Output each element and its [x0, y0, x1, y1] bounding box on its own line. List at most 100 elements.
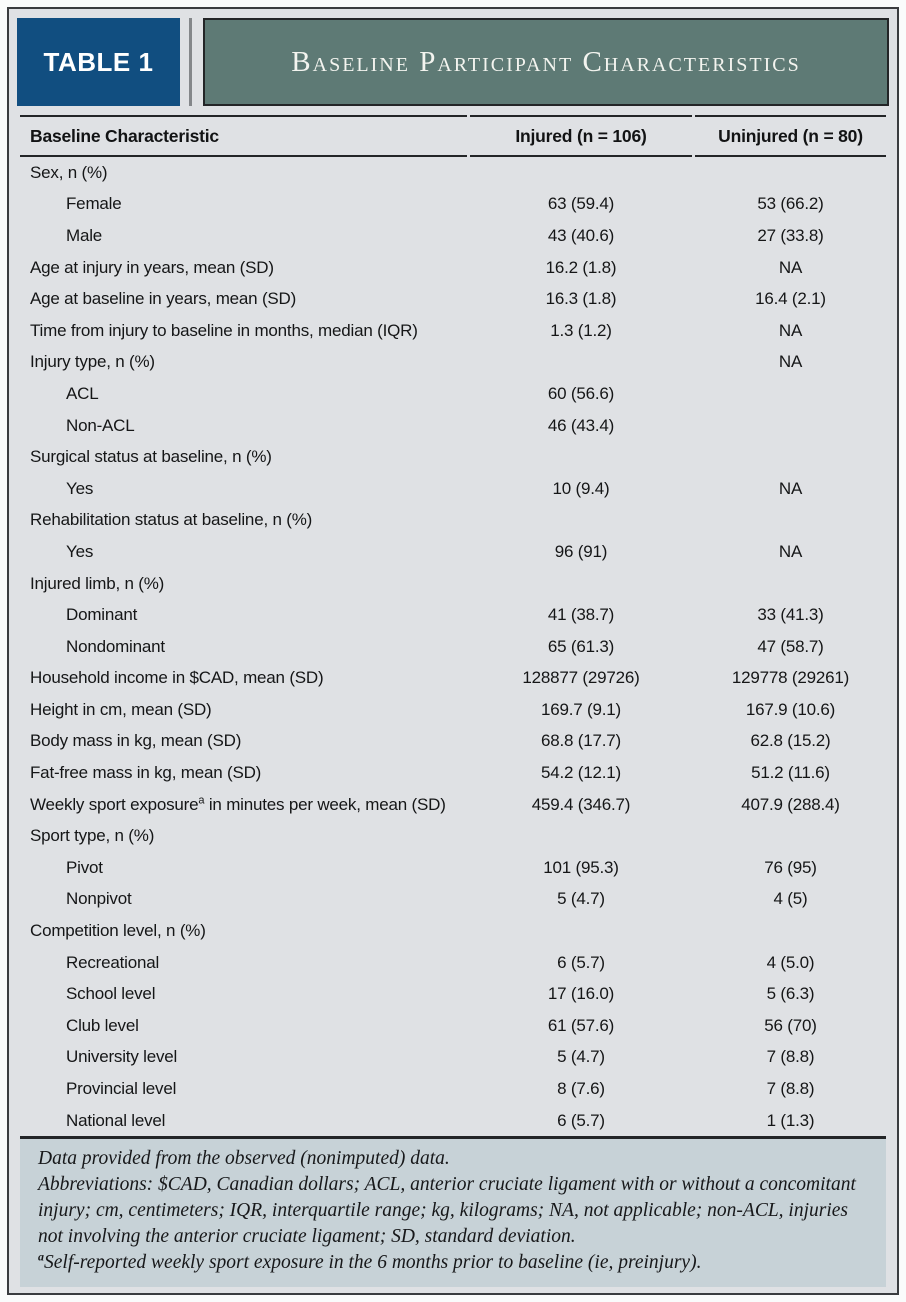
table-row: Injury type, n (%) NA	[20, 347, 886, 379]
row-label: Non-ACL	[66, 415, 135, 435]
uninjured-value: 5 (6.3)	[766, 984, 815, 1004]
table-row: University level 5 (4.7) 7 (8.8)	[20, 1042, 886, 1074]
uninjured-value: 129778 (29261)	[731, 668, 850, 688]
injured-value: 63 (59.4)	[547, 194, 615, 214]
table-row: Male 43 (40.6) 27 (33.8)	[20, 220, 886, 252]
table-row: ACL 60 (56.6)	[20, 378, 886, 410]
footnote-superscript-a: a	[38, 1249, 44, 1264]
uninjured-value: NA	[778, 257, 803, 277]
row-label: Nondominant	[66, 636, 165, 656]
table-title-bar: Baseline Participant Characteristics	[203, 18, 889, 106]
injured-value: 6 (5.7)	[557, 1110, 605, 1130]
injured-value: 8 (7.6)	[557, 1079, 605, 1099]
uninjured-value: 53 (66.2)	[757, 194, 824, 214]
row-label: Provincial level	[66, 1079, 177, 1099]
header-divider	[189, 18, 192, 106]
uninjured-value: 56 (70)	[764, 1015, 817, 1035]
table-header-row: Baseline Characteristic Injured (n = 106…	[20, 117, 886, 155]
row-label: Injured limb, n (%)	[30, 573, 165, 593]
uninjured-value: 27 (33.8)	[757, 225, 824, 245]
uninjured-value: 167.9 (10.6)	[745, 699, 836, 719]
injured-value: 61 (57.6)	[547, 1015, 615, 1035]
row-label: Time from injury to baseline in months, …	[30, 320, 418, 340]
injured-value: 5 (4.7)	[557, 889, 605, 909]
table-row: Time from injury to baseline in months, …	[20, 315, 886, 347]
uninjured-value: 1 (1.3)	[766, 1110, 815, 1130]
table-row: Yes 10 (9.4) NA	[20, 473, 886, 505]
table-row: National level 6 (5.7) 1 (1.3)	[20, 1105, 886, 1137]
table-row: Dominant 41 (38.7) 33 (41.3)	[20, 599, 886, 631]
uninjured-value: NA	[778, 320, 803, 340]
row-label: Competition level, n (%)	[30, 921, 206, 941]
row-label: Weekly sport exposurea in minutes per we…	[30, 794, 446, 814]
table-row: Injured limb, n (%)	[20, 568, 886, 600]
row-label: Yes	[66, 541, 94, 561]
row-label: Body mass in kg, mean (SD)	[30, 731, 242, 751]
row-label: Dominant	[66, 605, 138, 625]
table-row: Height in cm, mean (SD) 169.7 (9.1) 167.…	[20, 694, 886, 726]
row-label: Surgical status at baseline, n (%)	[30, 447, 272, 467]
uninjured-value: 16.4 (2.1)	[755, 289, 826, 309]
row-label: Fat-free mass in kg, mean (SD)	[30, 763, 262, 783]
injured-value: 17 (16.0)	[547, 984, 615, 1004]
injured-value: 1.3 (1.2)	[550, 320, 612, 340]
injured-value: 169.7 (9.1)	[540, 699, 622, 719]
column-header-injured: Injured (n = 106)	[515, 125, 647, 146]
row-label: Recreational	[66, 952, 160, 972]
table-row: Pivot 101 (95.3) 76 (95)	[20, 852, 886, 884]
uninjured-value: NA	[778, 352, 803, 372]
injured-value: 43 (40.6)	[547, 225, 615, 245]
table-row: Body mass in kg, mean (SD) 68.8 (17.7) 6…	[20, 726, 886, 758]
injured-value: 46 (43.4)	[547, 415, 615, 435]
table-row: Rehabilitation status at baseline, n (%)	[20, 505, 886, 537]
uninjured-value: 7 (8.8)	[766, 1047, 815, 1067]
injured-value: 16.3 (1.8)	[545, 289, 617, 309]
table-row: Weekly sport exposurea in minutes per we…	[20, 789, 886, 821]
footnote-exposure-note: aSelf-reported weekly sport exposure in …	[38, 1250, 868, 1276]
injured-value: 54.2 (12.1)	[540, 763, 622, 783]
uninjured-value: 4 (5)	[773, 889, 808, 909]
header-band: TABLE 1 Baseline Participant Characteris…	[17, 18, 889, 106]
table-row: Recreational 6 (5.7) 4 (5.0)	[20, 947, 886, 979]
footnote-data-source: Data provided from the observed (nonimpu…	[38, 1148, 450, 1170]
row-label: School level	[66, 984, 156, 1004]
uninjured-value: 47 (58.7)	[757, 636, 824, 656]
table-row: Age at injury in years, mean (SD) 16.2 (…	[20, 252, 886, 284]
table-row: Non-ACL 46 (43.4)	[20, 410, 886, 442]
row-label: Age at injury in years, mean (SD)	[30, 257, 274, 277]
row-label: Nonpivot	[66, 889, 132, 909]
row-label: Sport type, n (%)	[30, 826, 155, 846]
row-label: Height in cm, mean (SD)	[30, 699, 212, 719]
table-row: Competition level, n (%)	[20, 915, 886, 947]
table-body: Sex, n (%) Female 63 (59.4) 53 (66.2) Ma…	[20, 157, 886, 1136]
injured-value: 16.2 (1.8)	[545, 257, 617, 277]
table-content: Baseline Characteristic Injured (n = 106…	[20, 117, 886, 155]
table-number-badge: TABLE 1	[17, 18, 180, 106]
row-label: Yes	[66, 478, 94, 498]
injured-value: 60 (56.6)	[547, 383, 615, 403]
injured-value: 41 (38.7)	[547, 605, 615, 625]
injured-value: 65 (61.3)	[547, 636, 615, 656]
rule-below-header	[20, 115, 886, 117]
uninjured-value: NA	[778, 541, 803, 561]
uninjured-value: 4 (5.0)	[766, 952, 815, 972]
footnote-abbreviations: Abbreviations: $CAD, Canadian dollars; A…	[38, 1174, 856, 1248]
table-figure-frame: TABLE 1 Baseline Participant Characteris…	[7, 7, 899, 1295]
table-row: Sex, n (%)	[20, 157, 886, 189]
row-label: Household income in $CAD, mean (SD)	[30, 668, 324, 688]
row-label: Club level	[66, 1015, 139, 1035]
row-label: Pivot	[66, 857, 103, 877]
table-row: Sport type, n (%)	[20, 820, 886, 852]
uninjured-value: 51.2 (11.6)	[751, 763, 830, 783]
uninjured-value: 76 (95)	[764, 857, 817, 877]
table-row: Provincial level 8 (7.6) 7 (8.8)	[20, 1073, 886, 1105]
uninjured-value: 7 (8.8)	[766, 1079, 815, 1099]
table-row: Yes 96 (91) NA	[20, 536, 886, 568]
table-row: Fat-free mass in kg, mean (SD) 54.2 (12.…	[20, 757, 886, 789]
uninjured-value: 33 (41.3)	[757, 605, 824, 625]
injured-value: 10 (9.4)	[552, 478, 610, 498]
table-row: Nondominant 65 (61.3) 47 (58.7)	[20, 631, 886, 663]
uninjured-value: 407.9 (288.4)	[741, 794, 840, 814]
uninjured-value: NA	[778, 478, 803, 498]
footnote-panel: Data provided from the observed (nonimpu…	[20, 1136, 886, 1288]
